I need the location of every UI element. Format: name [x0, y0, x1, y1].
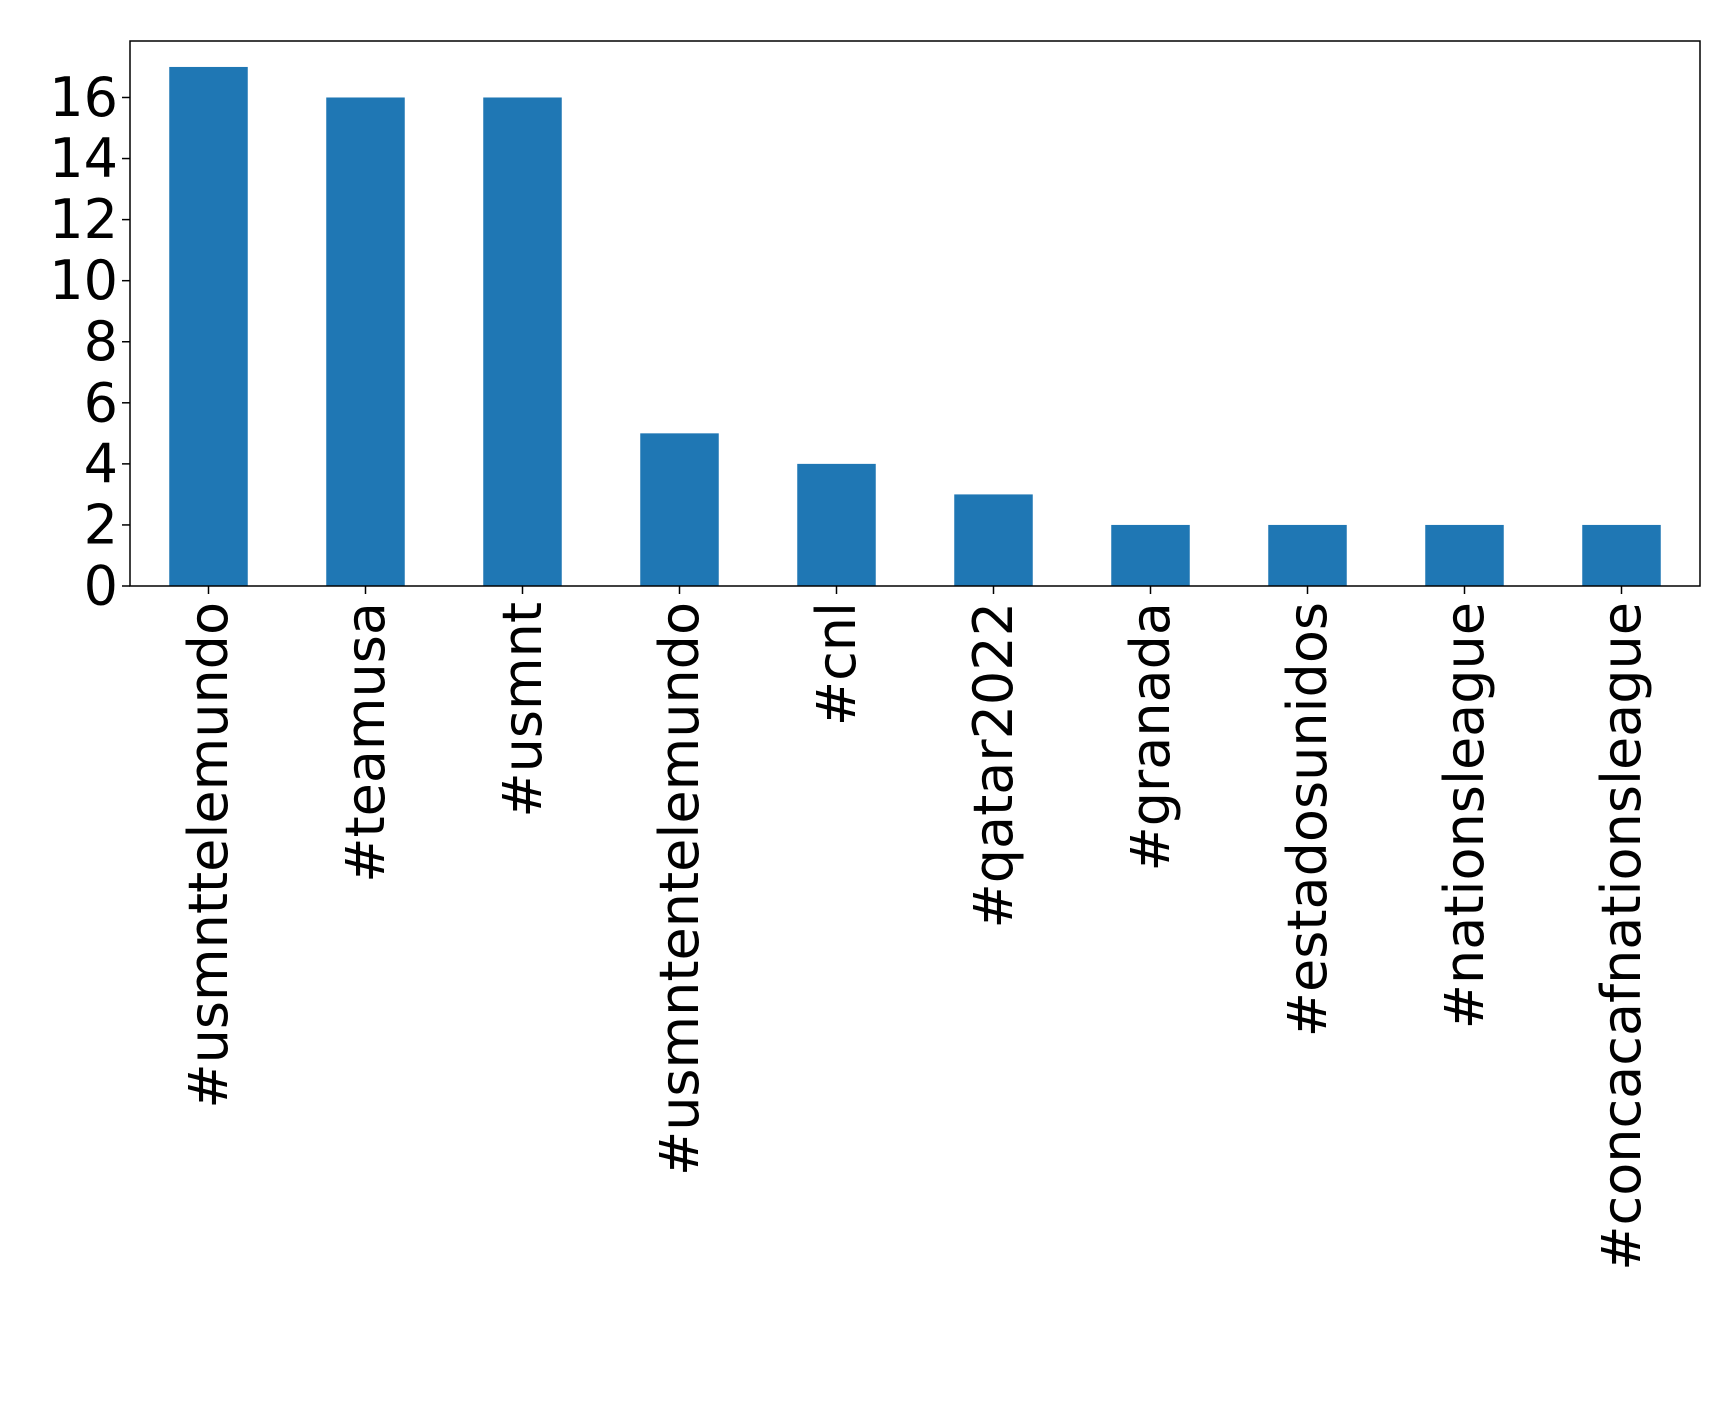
x-axis: #usmnttelemundo #teamusa #usmnt #usmntentel… — [177, 586, 1653, 1271]
x-tick-label: #estadosunidos — [1276, 602, 1339, 1037]
bar-nationsleague — [1425, 524, 1504, 586]
bar-usmntentelemundo — [640, 433, 719, 586]
x-tick-label: #concacafnationsleague — [1590, 602, 1653, 1271]
plot-area-frame — [129, 40, 1701, 587]
bar-cnl — [797, 463, 876, 586]
bar-qatar2022 — [954, 494, 1033, 586]
bar-estadosunidos — [1268, 524, 1347, 586]
y-tick-label: 16 — [49, 66, 118, 129]
x-tick-label: #granada — [1119, 602, 1182, 872]
x-tick-label: #usmnt — [491, 602, 554, 818]
bars-layer — [169, 66, 1661, 587]
x-tick-label: #usmnttelemundo — [177, 602, 240, 1109]
bar-usmnt — [483, 97, 562, 587]
x-tick-label: #qatar2022 — [962, 602, 1025, 929]
y-tick-label: 0 — [84, 555, 118, 618]
y-tick-label: 10 — [49, 249, 118, 312]
y-tick-label: 4 — [84, 432, 118, 495]
y-tick-label: 14 — [49, 127, 118, 190]
x-tick-label: #cnl — [805, 602, 868, 726]
bar-granada — [1111, 524, 1190, 586]
x-tick-label: #usmntentelemundo — [648, 602, 711, 1176]
x-tick-label: #nationsleague — [1433, 602, 1496, 1029]
y-tick-label: 8 — [84, 310, 118, 373]
bar-usmnttelemundo — [169, 66, 248, 586]
bar-teamusa — [326, 97, 405, 587]
y-tick-label: 6 — [84, 371, 118, 434]
x-tick-label: #teamusa — [334, 602, 397, 883]
y-tick-label: 2 — [84, 493, 118, 556]
y-tick-label: 12 — [49, 188, 118, 251]
bar-concacafnationsleague — [1582, 524, 1661, 586]
